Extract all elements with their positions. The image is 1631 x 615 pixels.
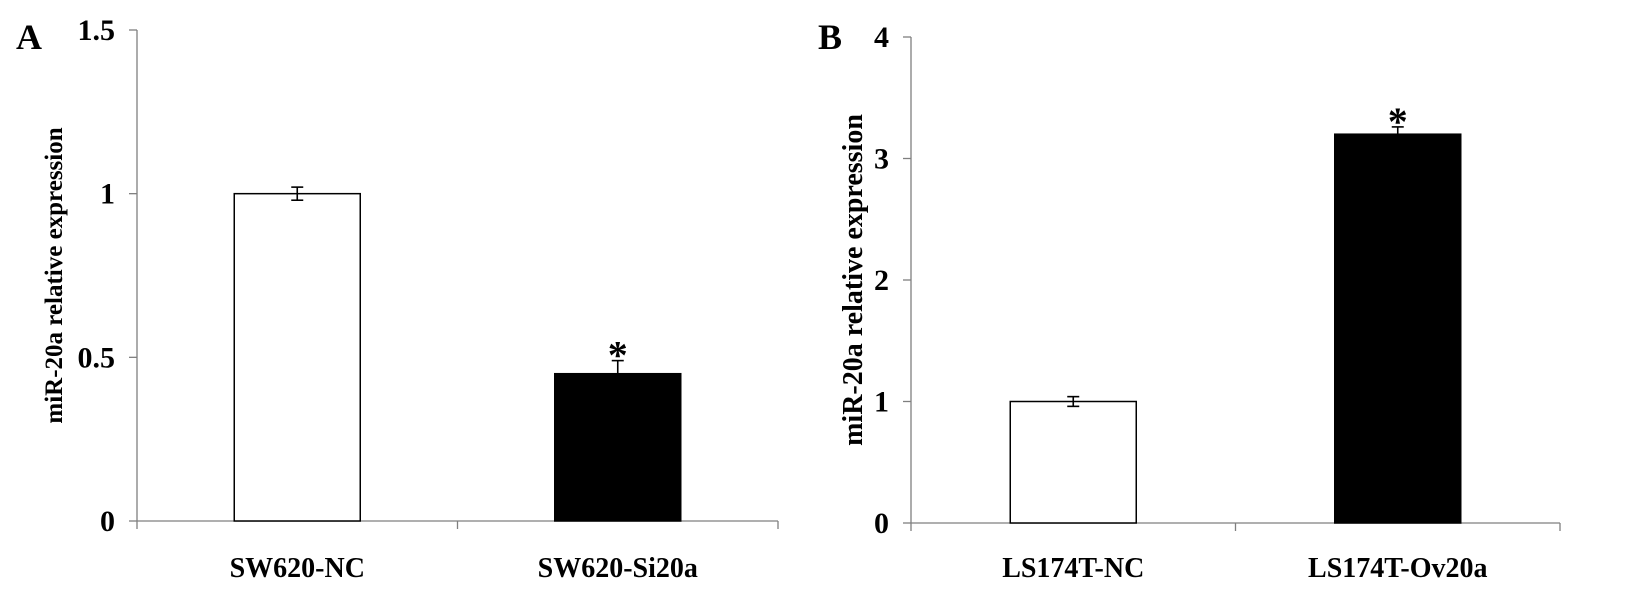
panel-label-b: B — [818, 17, 843, 57]
y-axis-title: miR-20a relative expression — [41, 127, 68, 423]
bar — [554, 372, 682, 522]
y-tick-label: 1.5 — [78, 14, 116, 47]
y-tick-label: 0 — [100, 505, 115, 538]
panel-label-a: A — [16, 17, 42, 57]
y-tick-label: 1 — [874, 386, 889, 419]
category-label: LS174T-NC — [1002, 553, 1144, 584]
chart-panel-a: A 0 0.5 1 1.5 miR-20a relative expression SW6… — [0, 0, 800, 615]
significance-marker: * — [1388, 99, 1408, 144]
category-label: LS174T-Ov20a — [1308, 553, 1487, 584]
category-label: SW620-NC — [230, 553, 365, 584]
category-label: SW620-Si20a — [538, 553, 698, 584]
significance-marker: * — [608, 333, 628, 378]
bar — [1334, 133, 1462, 524]
bar-chart-b: 0 1 2 3 4 miR-20a relative expression LS174T-N… — [838, 21, 1561, 584]
y-tick-label: 1 — [100, 178, 115, 211]
y-axis-title: miR-20a relative expression — [838, 114, 869, 446]
y-tick-label: 4 — [874, 21, 889, 54]
y-tick-label: 2 — [874, 264, 889, 297]
bar — [233, 192, 361, 522]
y-tick-label: 0.5 — [78, 341, 116, 374]
chart-panel-b: B 0 1 2 3 4 miR-20a relative expression LS174T… — [810, 0, 1631, 615]
y-tick-label: 0 — [874, 507, 889, 540]
bar-chart-a: 0 0.5 1 1.5 miR-20a relative expression SW620… — [41, 14, 779, 584]
bar — [1009, 400, 1137, 524]
y-tick-label: 3 — [874, 143, 889, 176]
